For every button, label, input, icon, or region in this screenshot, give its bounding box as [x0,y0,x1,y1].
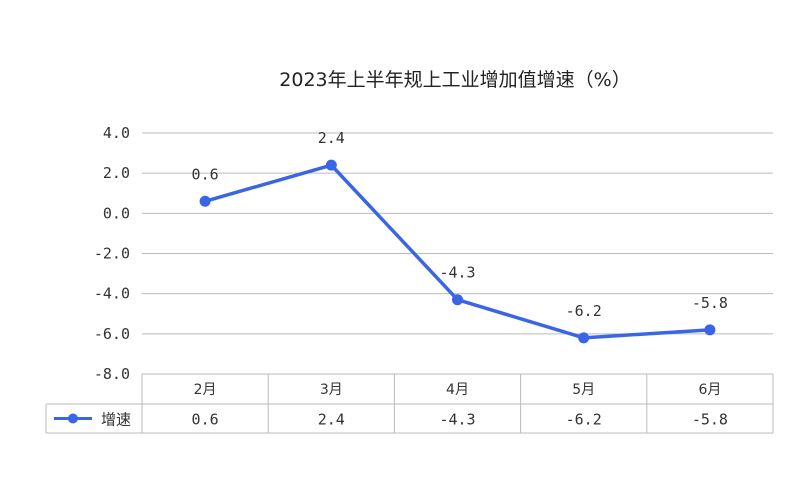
y-tick-label: -2.0 [94,245,130,263]
category-label: 6月 [698,382,721,398]
data-point [704,324,716,336]
data-label: -4.3 [439,264,475,282]
data-labels: 0.6 2.4 -4.3 -6.2 -5.8 [192,129,728,320]
category-label: 2月 [194,382,217,398]
data-point [325,159,337,171]
category-label: 3月 [320,382,343,398]
legend-marker [68,413,78,424]
series-line [203,163,712,340]
category-label: 4月 [446,382,469,398]
legend-label: 增速 [101,411,131,429]
data-point [578,332,590,344]
category-label: 5月 [572,382,595,398]
table-value: 0.6 [192,411,219,429]
series-line-group [199,159,716,344]
y-tick-label: -8.0 [94,365,130,383]
data-label: 2.4 [318,129,345,147]
data-label: -6.2 [566,302,602,320]
table-value: 2.4 [318,411,345,429]
data-label: -5.8 [692,294,728,312]
data-label: 0.6 [192,165,219,183]
gridlines [142,132,773,375]
data-point [199,195,211,207]
y-tick-label: -6.0 [94,325,130,343]
y-tick-label: 0.0 [103,204,130,222]
table-value: -6.2 [566,411,602,429]
table-value: -5.8 [692,411,728,429]
y-tick-label: 2.0 [103,164,130,182]
y-axis-ticks: 4.0 2.0 0.0 -2.0 -4.0 -6.0 -8.0 [94,124,130,383]
y-tick-label: 4.0 [103,124,130,142]
y-tick-label: -4.0 [94,285,130,303]
data-point [452,294,463,306]
chart-title: 2023年上半年规上工业增加值增速（%） [279,69,630,91]
table-value: -4.3 [439,411,475,429]
